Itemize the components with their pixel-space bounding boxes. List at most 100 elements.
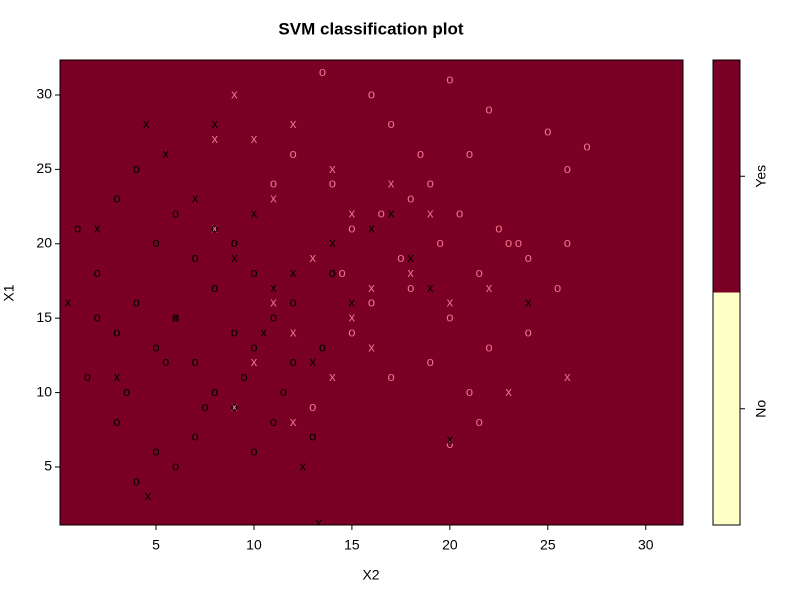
point: x (94, 220, 101, 235)
x-tick-label: 20 (442, 537, 458, 553)
point: o (211, 280, 218, 295)
point: x (388, 176, 395, 191)
point: x (231, 86, 238, 101)
point: o (250, 444, 257, 459)
x-tick-label: 25 (540, 537, 556, 553)
point: o (172, 458, 179, 473)
point: o (436, 235, 443, 250)
point: x (309, 250, 316, 265)
points: oooooooooooooooooooooooooooooooooooooooo… (65, 64, 591, 525)
point: x (260, 324, 267, 339)
point: o (466, 384, 473, 399)
point: o (84, 369, 91, 384)
point: o (329, 176, 336, 191)
point: o (456, 205, 463, 220)
point: x (212, 131, 219, 146)
point: x (427, 280, 434, 295)
point: x (290, 324, 297, 339)
point: o (427, 354, 434, 369)
point: o (94, 265, 101, 280)
point: o (387, 369, 394, 384)
point: o (368, 295, 375, 310)
point: o (133, 161, 140, 176)
point: x (349, 295, 356, 310)
point: o (525, 250, 532, 265)
point: o (113, 414, 120, 429)
point: o (270, 414, 277, 429)
point: x (505, 384, 512, 399)
chart-title: SVM classification plot (278, 19, 463, 38)
point: o (446, 72, 453, 87)
point: x (172, 310, 179, 325)
point: o (417, 146, 424, 161)
point: x (212, 116, 219, 131)
point: o (280, 384, 287, 399)
point: o (192, 250, 199, 265)
y-tick-label: 20 (36, 234, 52, 250)
point: o (211, 220, 218, 235)
point: o (338, 265, 345, 280)
point: x (270, 295, 277, 310)
plot-frame (59, 59, 684, 526)
point: o (348, 220, 355, 235)
point: x (65, 295, 72, 310)
point: x (231, 250, 238, 265)
point: o (446, 436, 453, 451)
point: o (348, 324, 355, 339)
point: o (270, 176, 277, 191)
point: o (583, 138, 590, 153)
point: o (466, 146, 473, 161)
point: x (486, 280, 493, 295)
point: o (407, 280, 414, 295)
colorbar-frame (712, 59, 741, 526)
point: x (290, 265, 297, 280)
point: o (485, 101, 492, 116)
point: o (564, 235, 571, 250)
point: x (251, 131, 258, 146)
point: o (152, 235, 159, 250)
point: x (427, 205, 434, 220)
point: o (231, 324, 238, 339)
point: o (290, 146, 297, 161)
point: x (407, 250, 414, 265)
point: x (447, 432, 454, 447)
point: o (113, 324, 120, 339)
point: x (192, 191, 199, 206)
point: o (152, 339, 159, 354)
point: o (319, 339, 326, 354)
point: o (387, 116, 394, 131)
point: x (251, 205, 258, 220)
point: o (397, 250, 404, 265)
colorbar-label: Yes (753, 165, 769, 188)
point: o (133, 473, 140, 488)
point: o (485, 339, 492, 354)
point: x (329, 235, 336, 250)
point: o (231, 235, 238, 250)
point: o (309, 399, 316, 414)
point: o (250, 339, 257, 354)
x-tick-label: 10 (246, 537, 262, 553)
x-tick-label: 30 (638, 537, 654, 553)
point: o (231, 399, 238, 414)
point: o (241, 369, 248, 384)
point: o (211, 384, 218, 399)
y-tick-label: 10 (36, 383, 52, 399)
point: o (368, 86, 375, 101)
point: x (447, 295, 454, 310)
point: x (270, 280, 277, 295)
point: x (143, 116, 150, 131)
point: o (133, 295, 140, 310)
point: o (476, 265, 483, 280)
point: x (290, 116, 297, 131)
point: o (495, 220, 502, 235)
point: o (192, 429, 199, 444)
point: o (162, 354, 169, 369)
point: o (309, 429, 316, 444)
point: o (172, 205, 179, 220)
point: o (505, 235, 512, 250)
point: x (212, 220, 219, 235)
point: x (368, 339, 375, 354)
x-axis-label: X2 (362, 567, 379, 583)
point: x (231, 399, 238, 414)
point: o (329, 265, 336, 280)
